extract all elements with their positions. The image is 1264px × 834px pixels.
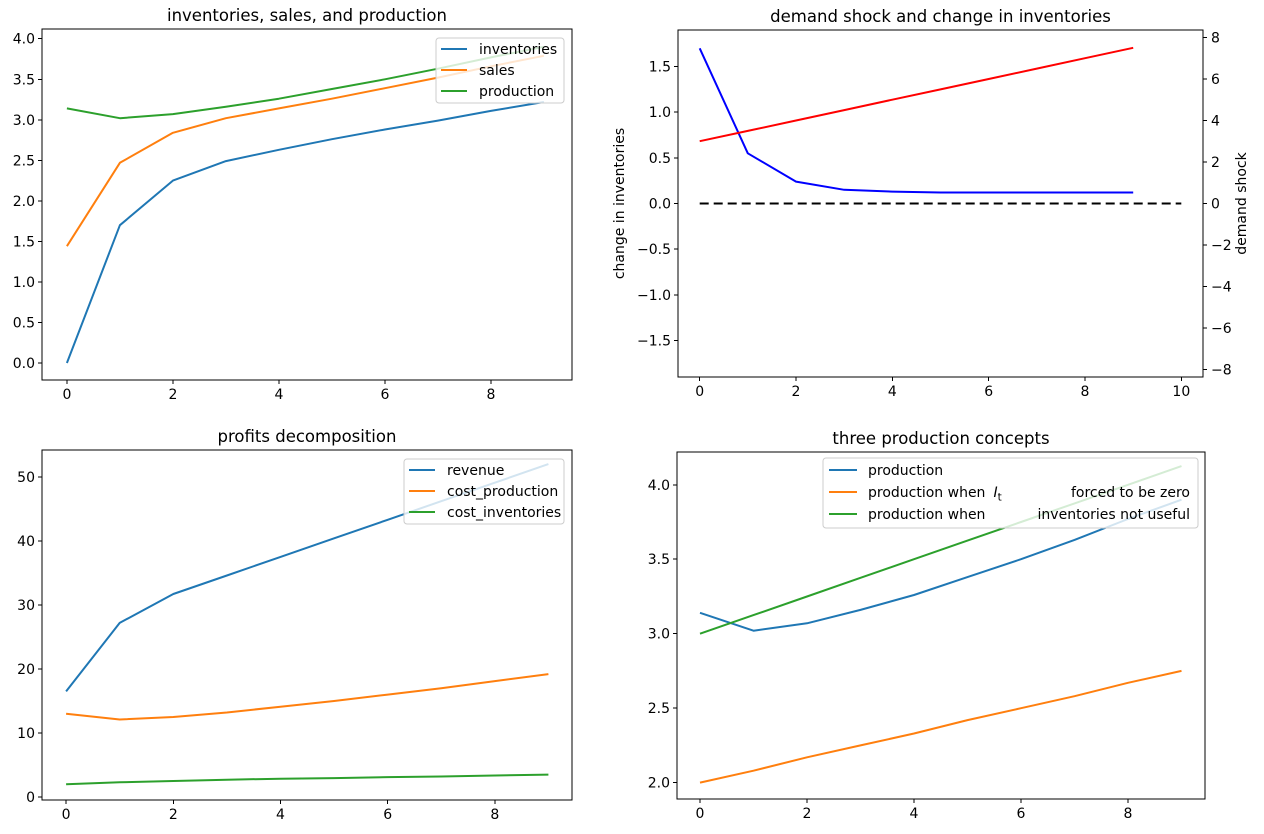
y-right-tick-label: −6 (1211, 321, 1232, 337)
x-tick-label: 8 (1081, 384, 1090, 400)
y-tick-label: 1.0 (649, 105, 671, 121)
series-cost_inventories-line (66, 773, 549, 786)
y-right-tick-label: 4 (1211, 113, 1220, 129)
y-tick-label: 3.0 (648, 627, 670, 643)
chart-profits-decomposition: profits decomposition 0 2 4 6 8 0 10 20 30 40 50 rev… (17, 427, 573, 823)
y-right-tick-label: −2 (1211, 238, 1232, 254)
x-tick-label: 4 (274, 387, 283, 403)
series-demand-shock-line (699, 46, 1134, 143)
chart-title: inventories, sales, and production (167, 6, 447, 25)
y-tick-label: 1.0 (13, 275, 35, 291)
series-inventories-line (65, 101, 545, 364)
legend: inventories sales production (435, 37, 565, 104)
series-change-in-inventories-line (698, 47, 1134, 194)
x-tick-label: 2 (803, 806, 812, 822)
y-right-tick-label: 6 (1211, 72, 1220, 88)
legend: revenue cost_production cost_inventories (403, 458, 565, 525)
x-tick-label: 4 (276, 807, 285, 823)
y-tick-label: 1.5 (13, 234, 35, 250)
x-tick-label: 8 (1124, 806, 1133, 822)
legend-label: production (868, 463, 943, 479)
axes-spines (677, 29, 1204, 378)
y-tick-label: 50 (17, 470, 35, 486)
y-tick-label: 2.5 (13, 153, 35, 169)
x-tick-label: 10 (1172, 384, 1190, 400)
y-right-tick-label: 2 (1211, 155, 1220, 171)
y-tick-label: 0 (26, 790, 35, 806)
legend-label: cost_production (447, 484, 558, 500)
legend-label-part2: inventories not useful (1038, 507, 1190, 523)
chart-title: three production concepts (832, 429, 1049, 448)
axes-spines (41, 28, 573, 381)
axes-spines (41, 449, 573, 801)
legend-label: production when (868, 507, 985, 523)
y-tick-label: −1.0 (637, 288, 671, 304)
chart-demand-shock-change-in-inventories: demand shock and change in inventories 0 2… (612, 7, 1250, 400)
legend: production production when It forced to be … (822, 457, 1199, 529)
y-tick-label: 0.5 (13, 315, 35, 331)
chart-title: profits decomposition (218, 427, 397, 446)
legend-label: production (479, 84, 554, 100)
x-tick-label: 6 (383, 807, 392, 823)
x-tick-label: 4 (910, 806, 919, 822)
x-tick-label: 2 (168, 387, 177, 403)
y-right-tick-label: 0 (1211, 197, 1220, 213)
x-tick-label: 6 (1017, 806, 1026, 822)
y-tick-label: 0.0 (649, 197, 671, 213)
legend-label: revenue (447, 463, 504, 479)
x-tick-label: 6 (984, 384, 993, 400)
y-tick-label: 4.0 (648, 478, 670, 494)
y-tick-label: 3.5 (648, 552, 670, 568)
y-right-tick-label: −4 (1211, 280, 1232, 296)
y-tick-label: 4.0 (13, 32, 35, 48)
series-cost_production-line (65, 673, 549, 721)
x-tick-label: 4 (888, 384, 897, 400)
x-tick-label: 2 (169, 807, 178, 823)
legend-label: production when It (868, 485, 1002, 504)
chart-three-production-concepts: three production concepts 0 2 4 6 8 2.0 2.5 3.0 3… (648, 429, 1206, 822)
x-tick-label: 6 (380, 387, 389, 403)
y-tick-label: 1.5 (649, 60, 671, 76)
y-tick-label: 3.0 (13, 113, 35, 129)
x-tick-label: 0 (695, 384, 704, 400)
x-tick-label: 8 (490, 807, 499, 823)
legend-label: inventories (479, 42, 557, 58)
y-tick-label: 0.5 (649, 151, 671, 167)
y-tick-label: 10 (17, 726, 35, 742)
x-tick-label: 0 (62, 807, 71, 823)
x-tick-label: 8 (486, 387, 495, 403)
chart-inventories-sales-production: inventories, sales, and production 0 2 4 6 8 0… (13, 6, 573, 403)
legend-box (822, 457, 1199, 529)
y-tick-label: −0.5 (637, 242, 671, 258)
axes-spines (676, 451, 1206, 800)
legend-box (403, 458, 565, 525)
y-tick-label: 40 (17, 534, 35, 550)
legend-label: sales (479, 63, 515, 79)
y-tick-label: 30 (17, 598, 35, 614)
y-tick-label: 20 (17, 662, 35, 678)
y-tick-label: 2.0 (648, 776, 670, 792)
y-right-tick-label: −8 (1211, 363, 1232, 379)
x-tick-label: 2 (792, 384, 801, 400)
y-axis-label-right: demand shock (1234, 151, 1250, 254)
series-production-when-It-forced-to-be-zero-line (699, 669, 1182, 784)
legend-label: cost_inventories (447, 505, 561, 521)
y-tick-label: −1.5 (637, 333, 671, 349)
x-tick-label: 0 (62, 387, 71, 403)
series-production-line (699, 498, 1182, 632)
y-tick-label: 3.5 (13, 72, 35, 88)
legend-label-part2: forced to be zero (1071, 485, 1190, 501)
y-tick-label: 0.0 (13, 356, 35, 372)
legend-box (435, 37, 565, 104)
y-tick-label: 2.0 (13, 194, 35, 210)
y-axis-label-left: change in inventories (612, 128, 628, 279)
x-tick-label: 0 (696, 806, 705, 822)
y-tick-label: 2.5 (648, 701, 670, 717)
y-right-tick-label: 8 (1211, 30, 1220, 46)
chart-title: demand shock and change in inventories (770, 7, 1111, 26)
